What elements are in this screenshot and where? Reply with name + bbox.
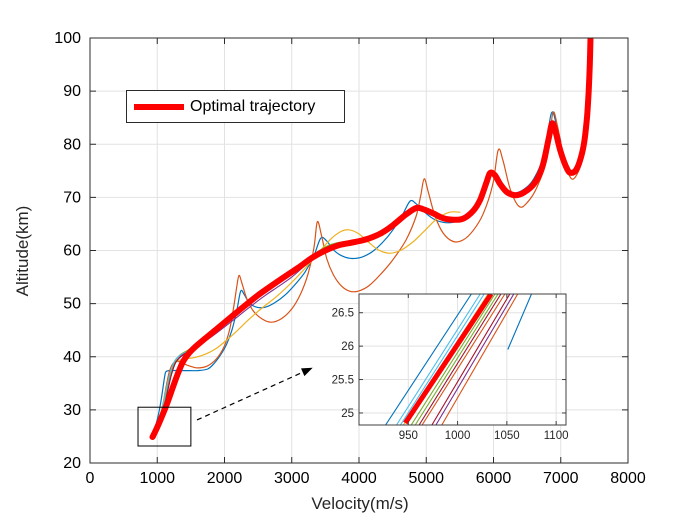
y-tick-label: 50: [63, 296, 81, 313]
y-tick-label: 30: [63, 402, 81, 419]
zoom-arrow-head: [301, 367, 313, 377]
y-tick-label: 60: [63, 243, 81, 260]
x-tick-label: 5000: [408, 470, 444, 487]
series-inset-green-b: [414, 294, 499, 425]
series-inset-cyan-b: [399, 294, 485, 425]
inset-y-tick-label: 25.5: [332, 375, 354, 387]
x-tick-label: 1000: [139, 470, 175, 487]
series-inset-optimal: [403, 294, 494, 425]
series-inset-blue: [385, 294, 472, 425]
inset-y-tick-label: 26: [341, 341, 354, 353]
zoom-arrow-line: [196, 368, 311, 421]
inset-y-tick-label: 25: [341, 408, 354, 420]
series-inset-darkred-a: [418, 294, 502, 425]
y-tick-label: 90: [63, 83, 81, 100]
series-inset-green-a: [410, 294, 496, 425]
x-tick-label: 2000: [207, 470, 243, 487]
y-tick-label: 40: [63, 349, 81, 366]
y-tick-label: 20: [63, 455, 81, 472]
inset-x-tick-label: 1100: [544, 430, 569, 442]
y-tick-label: 80: [63, 136, 81, 153]
y-tick-label: 70: [63, 189, 81, 206]
legend: Optimal trajectory: [126, 90, 345, 123]
series-group: [149, 38, 594, 440]
x-tick-label: 4000: [341, 470, 377, 487]
series-optimal-trajectory: [149, 38, 594, 440]
x-tick-label: 0: [86, 470, 95, 487]
inset-x-tick-label: 1050: [494, 430, 520, 442]
x-tick-label: 6000: [476, 470, 512, 487]
legend-label: Optimal trajectory: [190, 97, 316, 115]
series-dispersed-orange: [153, 111, 589, 439]
zoom-region-box: [137, 406, 192, 447]
legend-line-sample: [134, 103, 184, 110]
axes-box: [89, 37, 629, 464]
x-tick-label: 3000: [274, 470, 310, 487]
y-tick-label: 100: [54, 30, 81, 47]
x-axis-label: Velocity(m/s): [311, 494, 409, 513]
inset-x-tick-label: 1000: [445, 430, 471, 442]
series-inset-orange-b: [441, 294, 519, 425]
inset-x-tick-label: 950: [399, 430, 418, 442]
series-inset-darkred-b: [431, 294, 511, 425]
series-inset-orange-a: [421, 294, 506, 425]
x-tick-label: 8000: [610, 470, 646, 487]
x-tick-label: 7000: [543, 470, 579, 487]
y-axis-label: Altitude(km): [13, 205, 32, 297]
inset-y-tick-label: 26.5: [332, 308, 354, 320]
inset-zoom-plot: 950 1000 1050 1100 25 25.5 26 26.5: [332, 293, 569, 442]
series-inset-blue-short: [507, 294, 533, 350]
series-inset-cyan-a: [396, 294, 481, 425]
series-inset-purple: [435, 294, 515, 425]
